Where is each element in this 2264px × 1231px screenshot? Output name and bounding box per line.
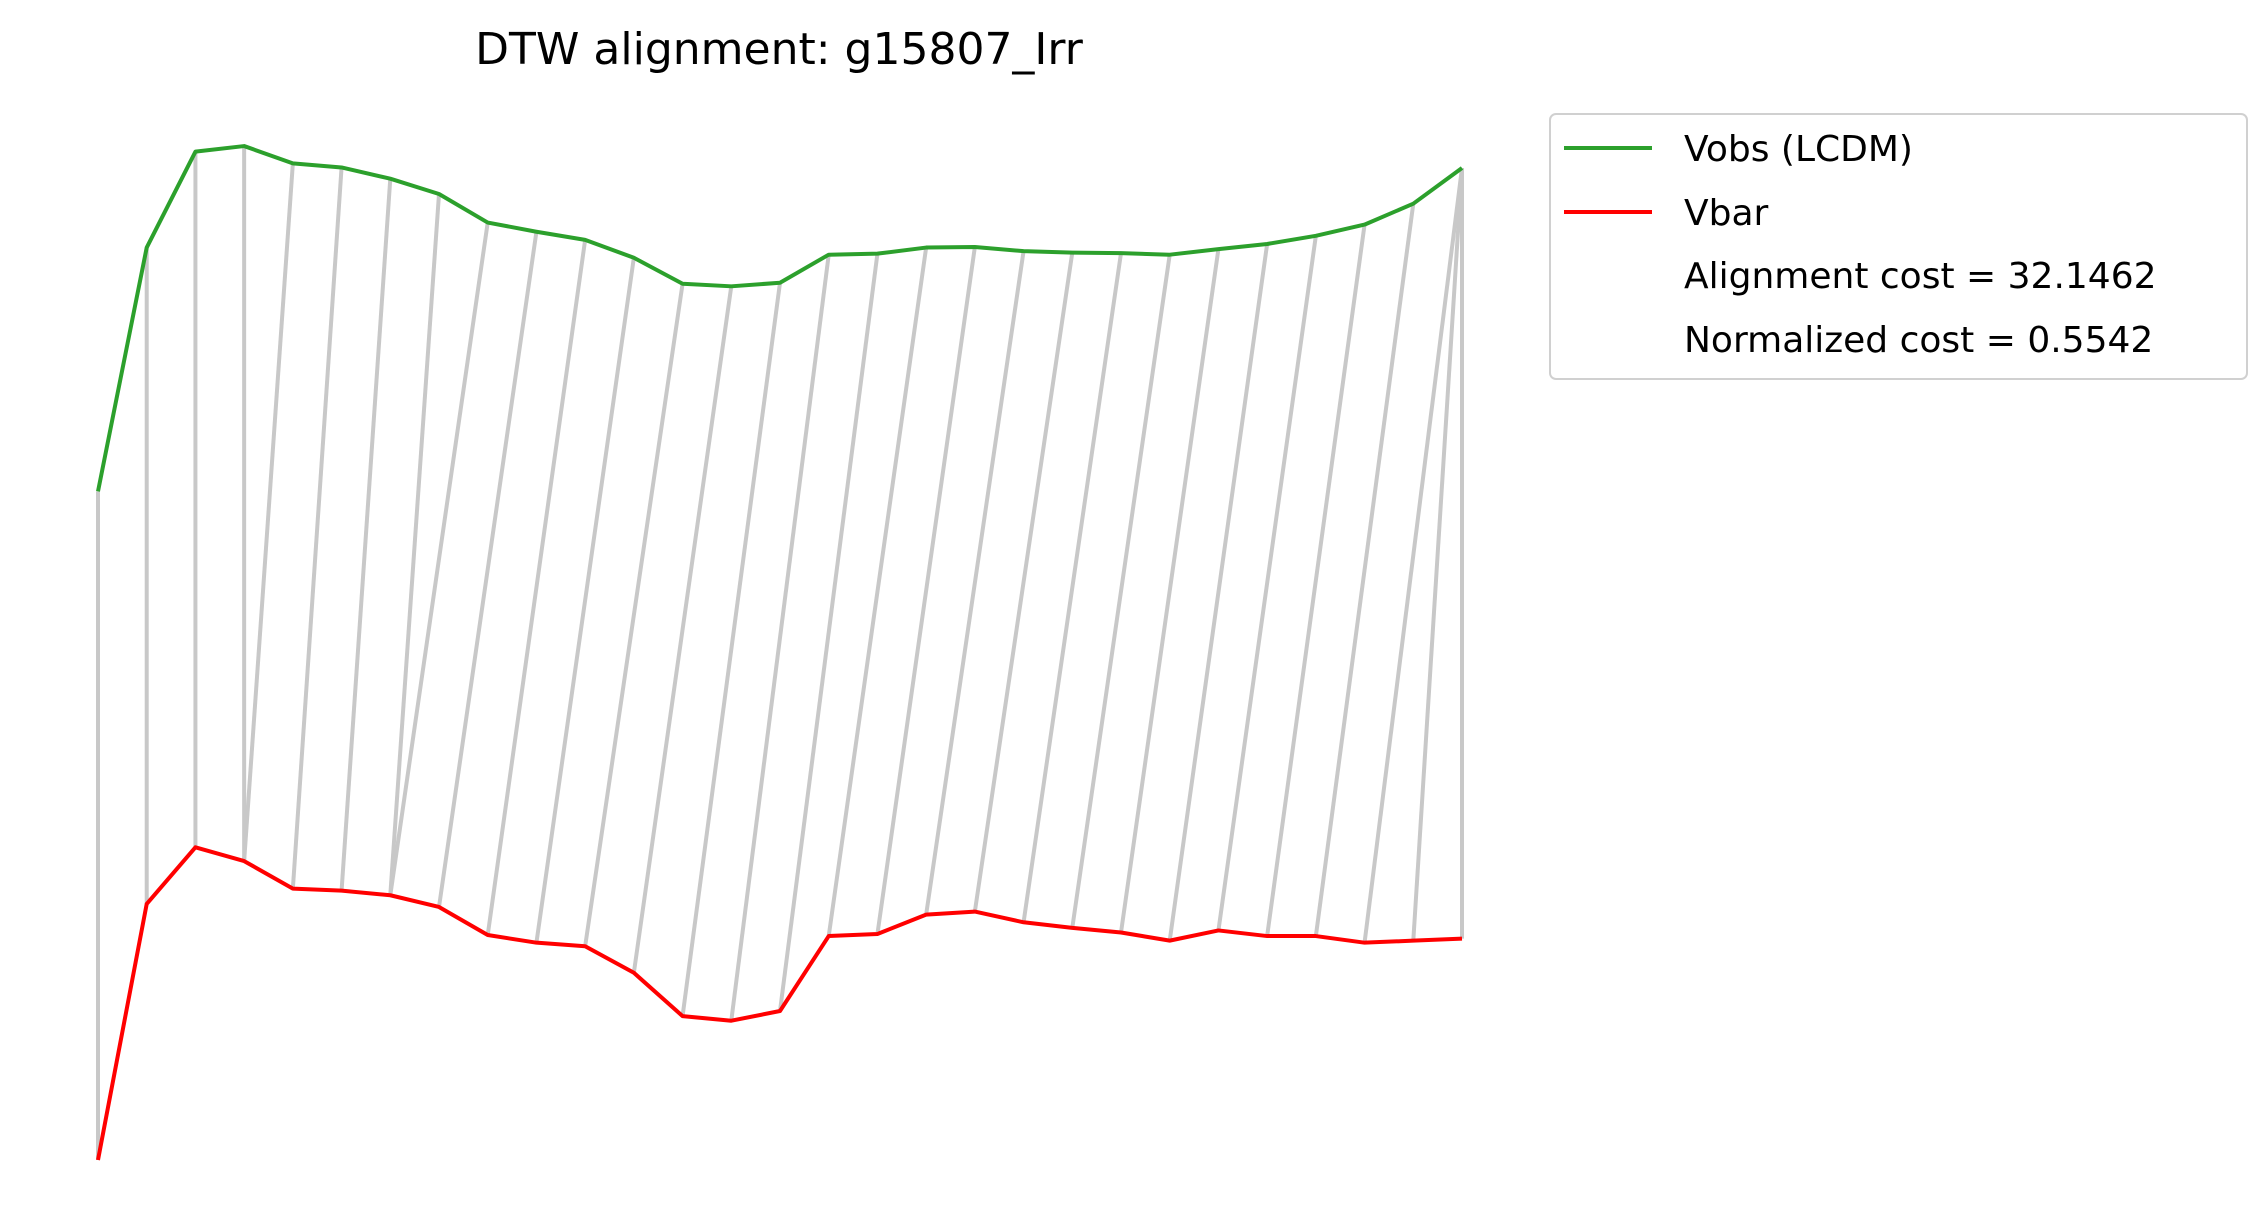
alignment-link xyxy=(729,254,831,1021)
alignment-link xyxy=(1265,224,1367,937)
alignment-link xyxy=(534,257,636,943)
legend-label-vbar: Vbar xyxy=(1684,193,1769,234)
alignment-link xyxy=(875,246,977,935)
alignment-link xyxy=(826,247,929,937)
alignment-link xyxy=(1216,235,1318,931)
alignment-link xyxy=(1021,252,1123,923)
alignment-link xyxy=(631,286,734,974)
chart-title: DTW alignment: g15807_Irr xyxy=(475,24,1084,75)
alignment-link xyxy=(242,163,295,862)
alignment-link xyxy=(388,193,441,896)
legend-alignment-cost: Alignment cost = 32.1462 xyxy=(1684,256,2157,297)
legend-frame xyxy=(1549,113,2248,380)
series-line-vbar xyxy=(96,845,1463,1161)
alignment-link xyxy=(290,167,344,889)
alignment-link xyxy=(778,253,880,1012)
alignment-link xyxy=(1362,167,1464,943)
alignment-link xyxy=(485,239,588,936)
alignment-link xyxy=(583,283,685,947)
legend: Vobs (LCDM) Vbar Alignment cost = 32.146… xyxy=(1549,113,2248,380)
alignment-link xyxy=(680,282,782,1017)
alignment-link xyxy=(1119,248,1221,933)
alignment-link xyxy=(339,178,393,891)
alignment-link xyxy=(972,252,1075,912)
alignment-link xyxy=(924,250,1026,915)
legend-normalized-cost: Normalized cost = 0.5542 xyxy=(1684,320,2153,361)
series-line-vobs xyxy=(96,144,1464,492)
alignment-link xyxy=(1313,203,1416,937)
alignment-link xyxy=(388,222,490,896)
legend-label-vobs: Vobs (LCDM) xyxy=(1684,129,1913,170)
alignment-links xyxy=(96,146,1464,1160)
series-lines xyxy=(96,144,1464,1161)
alignment-link xyxy=(1411,167,1464,941)
alignment-link xyxy=(1070,254,1172,929)
alignment-link xyxy=(437,231,539,908)
alignment-link xyxy=(1167,243,1270,941)
